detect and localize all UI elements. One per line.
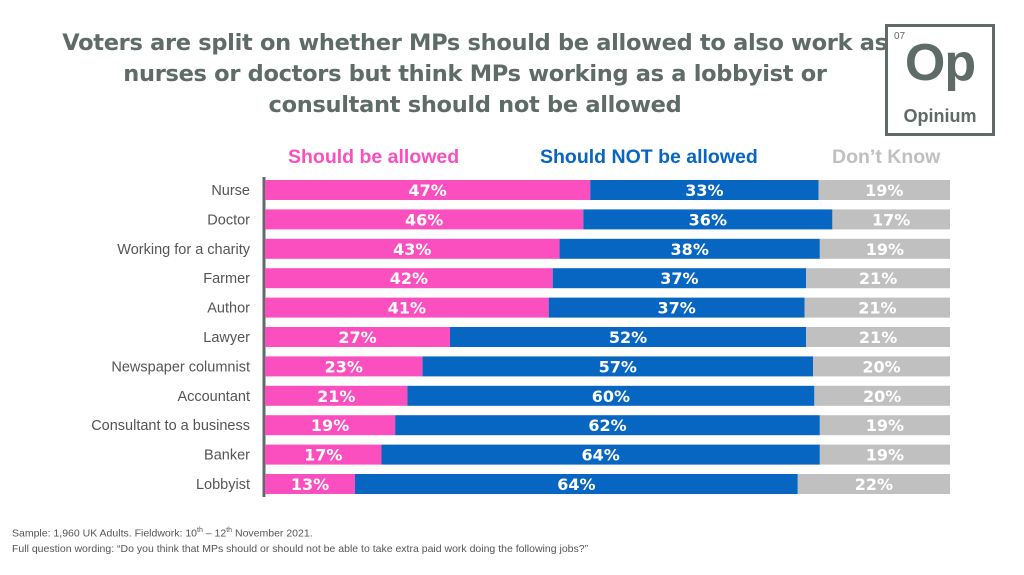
category-label: Working for a charity — [117, 242, 250, 258]
bar-segment-dont-know — [804, 297, 950, 318]
data-label-dont-know: 22% — [855, 475, 893, 494]
data-label-not-allowed: 57% — [599, 357, 637, 376]
data-label-allowed: 13% — [291, 475, 329, 494]
bar-segment-not-allowed — [381, 444, 820, 465]
data-label-dont-know: 19% — [866, 240, 904, 259]
legend-dont-know: Don’t Know — [832, 146, 941, 168]
logo-number: 07 — [894, 31, 906, 42]
category-label: Farmer — [203, 271, 250, 287]
data-label-dont-know: 17% — [872, 210, 910, 229]
logo-name: Opinium — [903, 106, 977, 126]
bar-segment-dont-know — [818, 180, 950, 200]
bar-segment-allowed — [265, 297, 549, 318]
data-label-not-allowed: 64% — [557, 475, 595, 494]
data-label-dont-know: 21% — [858, 299, 896, 318]
footer-notes: Sample: 1,960 UK Adults. Fieldwork: 10th… — [12, 523, 588, 557]
bar-segment-allowed — [265, 415, 396, 436]
data-label-dont-know: 21% — [859, 328, 897, 347]
bar-segment-not-allowed — [559, 238, 820, 259]
data-label-allowed: 19% — [311, 416, 349, 435]
bar-segment-dont-know — [819, 444, 950, 465]
bar-segment-not-allowed — [354, 474, 798, 494]
data-label-allowed: 47% — [408, 181, 446, 200]
data-label-not-allowed: 33% — [685, 181, 723, 200]
data-label-not-allowed: 37% — [658, 299, 696, 318]
legend-should-not-be-allowed: Should NOT be allowed — [540, 146, 758, 168]
data-label-allowed: 42% — [390, 269, 428, 288]
bar-segment-allowed — [265, 238, 560, 259]
data-label-not-allowed: 62% — [588, 416, 626, 435]
data-label-allowed: 23% — [325, 357, 363, 376]
bar-segment-not-allowed — [407, 385, 815, 406]
data-label-allowed: 43% — [393, 240, 431, 259]
bar-segment-allowed — [265, 356, 423, 377]
category-label: Accountant — [177, 389, 250, 405]
category-label: Author — [207, 301, 250, 317]
data-label-dont-know: 19% — [865, 181, 903, 200]
bar-segment-dont-know — [806, 268, 950, 289]
bar-segment-allowed — [265, 209, 584, 230]
opinium-logo: 07 Op Opinium — [885, 24, 995, 136]
bar-segment-not-allowed — [548, 297, 805, 318]
bar-segment-allowed — [265, 444, 382, 465]
data-label-not-allowed: 38% — [671, 240, 709, 259]
category-label: Lobbyist — [196, 477, 250, 493]
legend-should-be-allowed: Should be allowed — [288, 146, 460, 168]
data-label-allowed: 46% — [405, 210, 443, 229]
category-label: Consultant to a business — [91, 418, 250, 434]
category-label: Nurse — [211, 183, 250, 199]
bar-segment-allowed — [265, 474, 355, 494]
bar-segment-not-allowed — [552, 268, 807, 289]
bar-segment-not-allowed — [590, 180, 819, 200]
chart-title: Voters are split on whether MPs should b… — [62, 30, 888, 118]
bar-segment-dont-know — [819, 415, 950, 436]
category-label: Newspaper columnist — [111, 359, 250, 375]
data-label-dont-know: 20% — [863, 387, 901, 406]
question-wording: Full question wording: “Do you think tha… — [12, 542, 589, 555]
bar-segment-dont-know — [797, 474, 950, 494]
bar-segment-dont-know — [814, 385, 950, 406]
data-label-dont-know: 19% — [866, 416, 904, 435]
data-label-allowed: 21% — [317, 387, 355, 406]
data-label-not-allowed: 64% — [582, 446, 620, 465]
bar-segment-allowed — [265, 385, 408, 406]
category-label: Doctor — [207, 212, 250, 228]
data-label-allowed: 41% — [388, 299, 426, 318]
category-label: Banker — [204, 448, 250, 464]
bar-segment-allowed — [265, 327, 450, 347]
data-label-dont-know: 19% — [866, 446, 904, 465]
bar-segment-allowed — [265, 268, 553, 289]
bar-segment-allowed — [265, 180, 591, 200]
data-label-not-allowed: 60% — [592, 387, 630, 406]
sample-note: Sample: 1,960 UK Adults. Fieldwork: 10th… — [12, 527, 313, 540]
data-label-not-allowed: 36% — [689, 210, 727, 229]
bar-segment-dont-know — [813, 356, 950, 377]
data-label-allowed: 27% — [338, 328, 376, 347]
bar-segment-dont-know — [819, 238, 950, 259]
data-label-not-allowed: 37% — [660, 269, 698, 288]
category-label: Lawyer — [203, 330, 250, 346]
data-label-not-allowed: 52% — [609, 328, 647, 347]
bar-segment-dont-know — [832, 209, 950, 230]
logo-symbol: Op — [904, 34, 976, 92]
bar-segment-not-allowed — [449, 327, 807, 347]
data-label-dont-know: 21% — [859, 269, 897, 288]
data-label-allowed: 17% — [304, 446, 342, 465]
bar-segment-not-allowed — [422, 356, 813, 377]
bar-segment-dont-know — [806, 327, 950, 347]
bar-segment-not-allowed — [583, 209, 833, 230]
data-label-dont-know: 20% — [862, 357, 900, 376]
bar-segment-not-allowed — [395, 415, 820, 436]
